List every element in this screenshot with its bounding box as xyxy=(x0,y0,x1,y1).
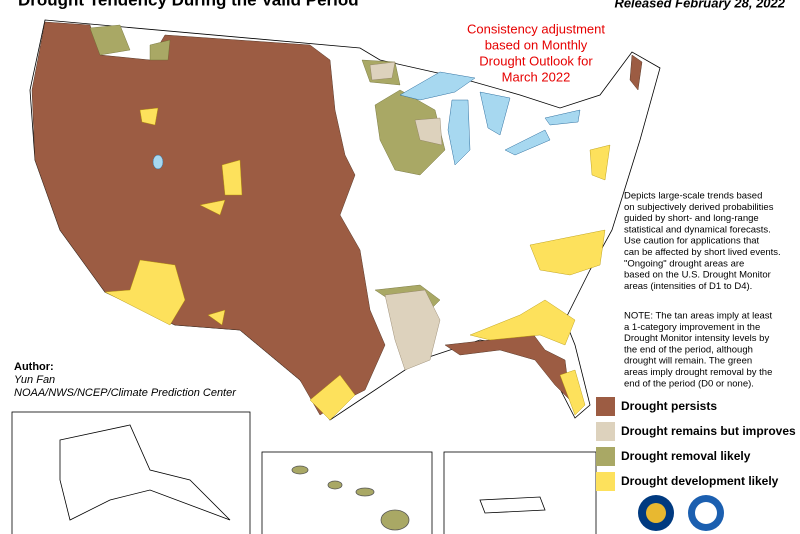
improves-lower-miss xyxy=(384,289,441,371)
author-org: NOAA/NWS/NCEP/Climate Prediction Center xyxy=(14,387,237,399)
lake-huron xyxy=(479,91,511,136)
description-line: Use caution for applications that xyxy=(624,236,760,247)
description-line: on subjectively derived probabilities xyxy=(624,202,774,213)
puerto-rico xyxy=(479,496,546,514)
legend-swatch xyxy=(596,447,615,466)
note-line: areas imply drought removal by the xyxy=(624,367,772,378)
description-line: guided by short- and long-range xyxy=(624,213,759,224)
drought-persists-west xyxy=(31,21,386,416)
annotation-line: March 2022 xyxy=(502,69,571,84)
lake-superior xyxy=(399,71,476,101)
development-southeast xyxy=(469,299,576,346)
description-line: can be affected by short lived events. xyxy=(624,247,781,258)
development-carolinas xyxy=(529,229,606,276)
development-arizona xyxy=(104,259,186,326)
description-line: statistical and dynamical forecasts. xyxy=(624,224,771,235)
puerto-rico-inset xyxy=(443,451,597,534)
hawaii-island xyxy=(327,480,343,490)
note-line: NOTE: The tan areas imply at least xyxy=(624,311,773,322)
great-salt-lake xyxy=(152,154,164,170)
lake-ontario xyxy=(544,109,581,126)
annotation-line: based on Monthly xyxy=(485,37,588,52)
legend-swatch xyxy=(596,422,615,441)
annotation-line: Consistency adjustment xyxy=(467,21,605,36)
hawaii-island xyxy=(291,465,309,475)
released-date: Released February 28, 2022 xyxy=(614,0,785,10)
description-line: based on the U.S. Drought Monitor xyxy=(624,270,771,281)
alaska xyxy=(59,424,231,521)
legend-label: Drought remains but improves xyxy=(621,424,796,438)
legend-label: Drought removal likely xyxy=(621,449,751,463)
hawaii-island xyxy=(355,487,375,497)
legend-label: Drought persists xyxy=(621,399,717,413)
us-map xyxy=(29,19,661,421)
author-label: Author: xyxy=(14,361,54,373)
legend-label: Drought development likely xyxy=(621,474,779,488)
development-idaho xyxy=(139,107,159,126)
note-line: end of the period (D0 or none). xyxy=(624,378,754,389)
development-texas xyxy=(309,374,356,421)
note-line: a 1-category improvement in the xyxy=(624,322,760,333)
note-line: Drought Monitor intensity levels by xyxy=(624,333,769,344)
removal-montana xyxy=(149,39,171,61)
author-name: Yun Fan xyxy=(14,374,55,386)
description-line: Depicts large-scale trends based xyxy=(624,191,762,202)
insets xyxy=(11,411,597,534)
legend: Drought persists Drought remains but impr… xyxy=(596,397,796,491)
removal-washington xyxy=(89,24,131,56)
improves-minnesota xyxy=(369,61,396,81)
development-midatlantic xyxy=(589,144,611,181)
development-newmexico xyxy=(207,309,226,326)
lake-erie xyxy=(504,129,551,156)
annotation: Consistency adjustment based on Monthly … xyxy=(467,21,605,84)
legend-swatch xyxy=(596,397,615,416)
development-colorado xyxy=(199,199,226,216)
lake-michigan xyxy=(447,99,471,166)
legend-swatch xyxy=(596,472,615,491)
doc-logo-inner xyxy=(646,503,666,523)
hawaii-island xyxy=(380,509,410,531)
noaa-logo-inner xyxy=(695,502,717,524)
improves-wisconsin xyxy=(414,117,443,146)
note-line: the end of the period, although xyxy=(624,344,753,355)
logos xyxy=(638,495,724,531)
drought-persists-maine xyxy=(629,54,643,91)
note-line: drought will remain. The green xyxy=(624,356,752,367)
annotation-line: Drought Outlook for xyxy=(479,53,593,68)
title: Drought Tendency During the Valid Period xyxy=(18,0,359,9)
development-florida xyxy=(559,369,586,416)
description-line: "Ongoing" drought areas are xyxy=(624,258,744,269)
development-wyoming xyxy=(221,159,243,196)
description-line: areas (intensities of D1 to D4). xyxy=(624,281,752,292)
